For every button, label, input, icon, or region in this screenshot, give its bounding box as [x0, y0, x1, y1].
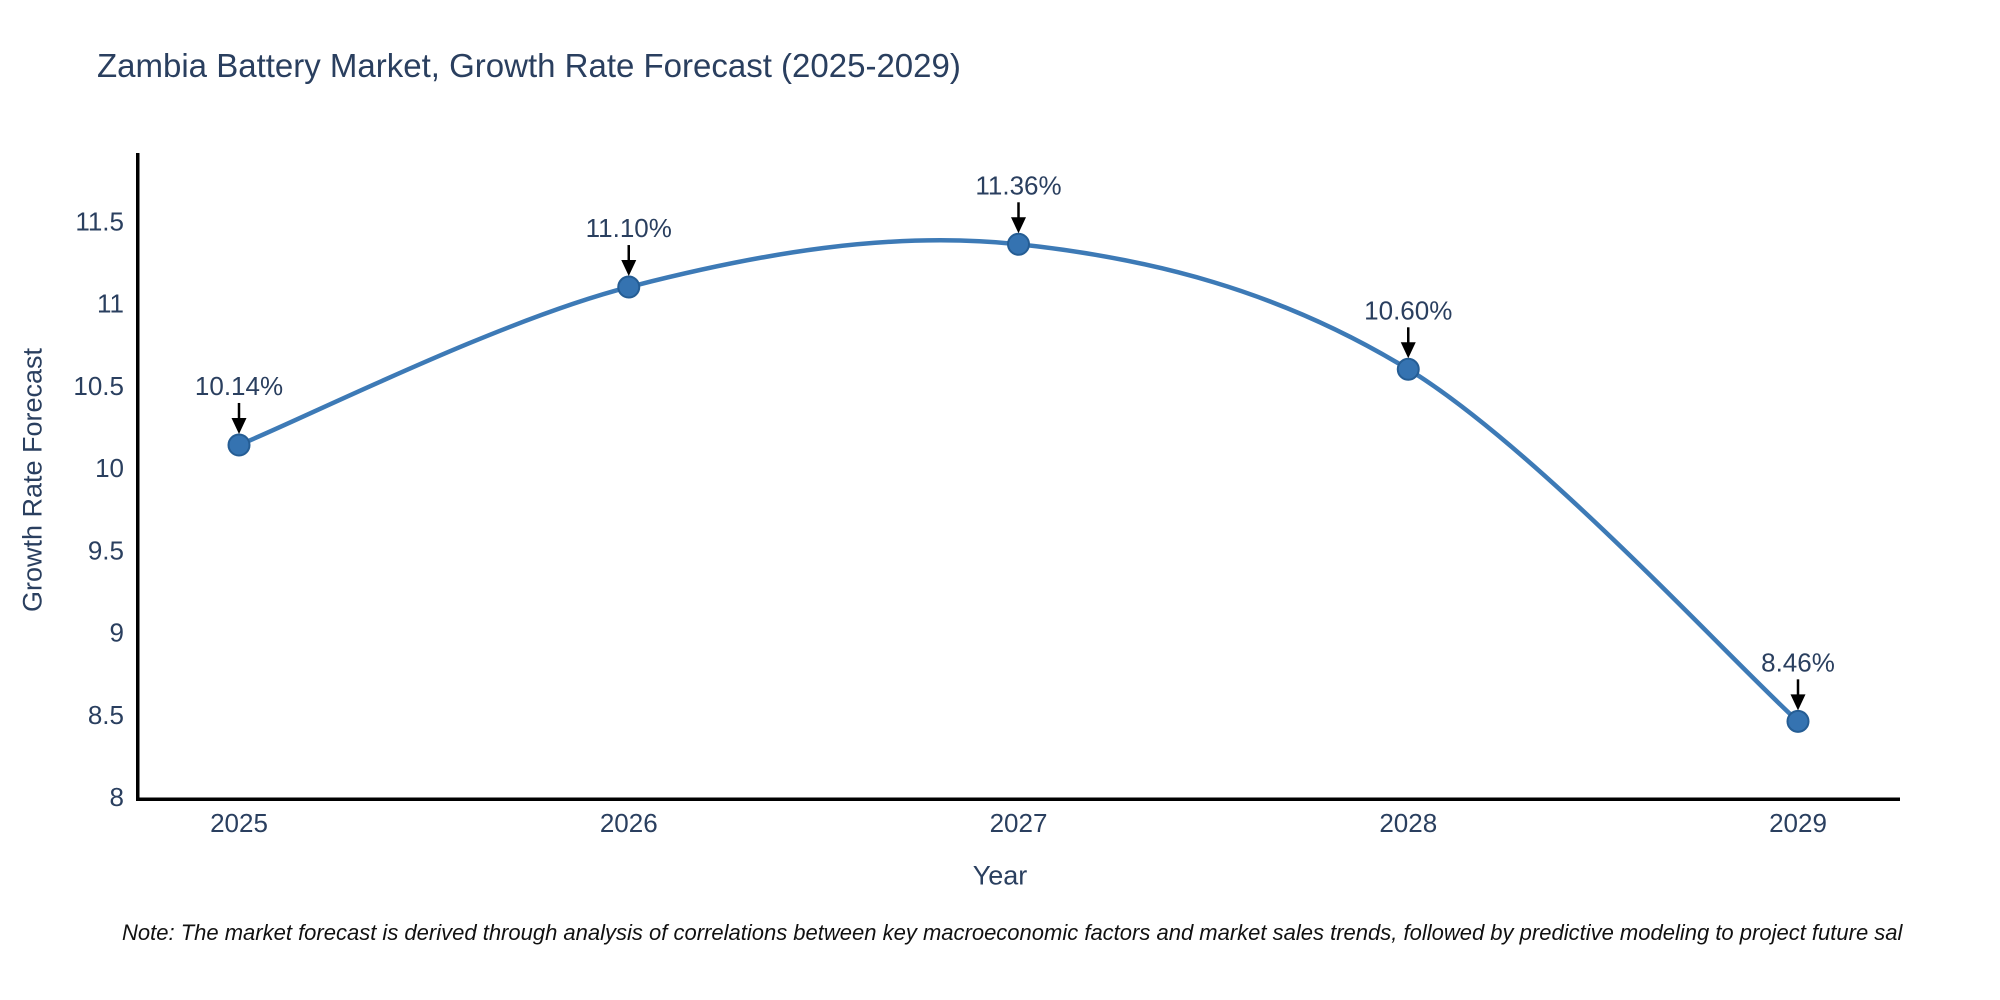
data-point-marker[interactable] — [1007, 232, 1030, 256]
annotation-arrowhead-icon — [1400, 342, 1416, 359]
x-tick-label: 2026 — [600, 808, 658, 838]
annotation-label: 11.36% — [975, 170, 1061, 200]
x-tick-label: 2027 — [990, 808, 1048, 838]
y-tick-label: 9.5 — [88, 535, 124, 565]
y-tick-label: 8.5 — [88, 700, 124, 730]
y-tick-label: 9 — [110, 618, 124, 648]
x-tick-label: 2028 — [1379, 808, 1437, 838]
x-tick-label: 2025 — [210, 808, 268, 838]
data-point-marker[interactable] — [1396, 357, 1420, 381]
y-tick-label: 8 — [110, 782, 124, 812]
forecast-line-series — [236, 238, 1801, 724]
data-point-marker[interactable] — [617, 275, 641, 299]
annotation-arrowhead-icon — [621, 260, 637, 277]
annotation-label: 10.60% — [1364, 295, 1452, 325]
x-axis-title: Year — [972, 860, 1028, 891]
footnote: Note: The market forecast is derived thr… — [122, 920, 1903, 945]
chart-title: Zambia Battery Market, Growth Rate Forec… — [97, 47, 961, 84]
y-tick-label: 10 — [95, 453, 124, 483]
annotation-arrowhead-icon — [1011, 217, 1026, 234]
y-tick-label: 11 — [97, 289, 124, 319]
x-tick-label: 2029 — [1769, 808, 1827, 838]
annotation-label: 11.10% — [586, 213, 672, 243]
forecast-spline[interactable] — [236, 238, 1801, 724]
y-tick-label: 11.5 — [75, 206, 124, 236]
annotation-label: 8.46% — [1761, 647, 1835, 677]
annotation-arrowhead-icon — [1790, 694, 1806, 711]
annotation-label: 10.14% — [195, 371, 283, 401]
x-tick-labels: 2025 2026 2027 2028 2029 — [210, 808, 1827, 838]
y-tick-labels: 8 8.5 9 9.5 10 10.5 11 11.5 — [73, 206, 124, 812]
y-tick-label: 10.5 — [73, 371, 124, 401]
annotation-arrowhead-icon — [231, 417, 247, 434]
data-point-markers — [227, 232, 1810, 733]
data-point-marker[interactable] — [1786, 709, 1810, 733]
point-annotations: 10.14% 11.10% 11.36% 10.60% 8.46% — [195, 170, 1835, 711]
data-point-marker[interactable] — [227, 433, 251, 457]
